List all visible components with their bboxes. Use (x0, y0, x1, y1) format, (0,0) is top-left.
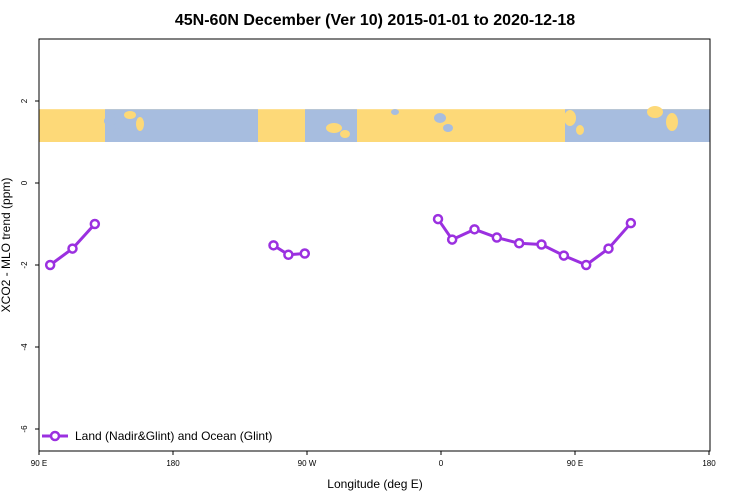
map-land-patch (666, 113, 678, 131)
data-point (268, 240, 279, 251)
map-land-patch (326, 123, 342, 133)
series-layer (44, 213, 637, 271)
data-point (513, 238, 525, 249)
legend-marker (49, 430, 61, 442)
map-land-patch (564, 110, 576, 126)
map-sea-patch (113, 128, 123, 136)
x-tick-label: 0 (439, 459, 444, 468)
map-band (39, 106, 710, 142)
data-point (603, 243, 614, 254)
data-point (625, 217, 637, 229)
map-land-patch (124, 111, 136, 119)
data-point (299, 248, 311, 259)
data-point (432, 213, 444, 225)
data-point (67, 243, 78, 254)
data-point (558, 250, 570, 261)
data-point (469, 224, 480, 235)
data-point (89, 218, 101, 230)
map-land-patch (136, 117, 144, 131)
map-sea-patch (391, 109, 399, 115)
data-point (580, 259, 592, 271)
map-ocean-pacific-east (565, 109, 710, 142)
data-point (536, 239, 547, 250)
map-land-patch (647, 106, 663, 118)
map-sea-patch (443, 124, 453, 132)
y-axis-label: XCO2 - MLO trend (ppm) (0, 178, 13, 313)
map-land-patch (340, 130, 350, 138)
y-axis: 2 0 -2 -4 -6 (20, 98, 39, 433)
y-tick-label: 0 (20, 180, 29, 185)
x-tick-label: 90 E (567, 459, 583, 468)
data-point (283, 249, 294, 260)
legend: Land (Nadir&Glint) and Ocean (Glint) (42, 429, 272, 443)
y-tick-label: -6 (20, 425, 29, 433)
y-tick-label: -4 (20, 343, 29, 351)
data-point (44, 259, 56, 271)
x-axis: 90 E 180 90 W 0 90 E 180 (31, 451, 716, 468)
x-tick-label: 180 (166, 459, 180, 468)
series-line (436, 218, 632, 267)
x-tick-label: 90 W (298, 459, 317, 468)
map-ocean-pacific (168, 109, 258, 142)
data-point (446, 234, 458, 245)
chart-title: 45N-60N December (Ver 10) 2015-01-01 to … (175, 12, 575, 29)
x-axis-label: Longitude (deg E) (327, 477, 422, 491)
map-sea-patch (104, 116, 116, 126)
map-sea-patch (434, 113, 446, 123)
legend-label: Land (Nadir&Glint) and Ocean (Glint) (75, 429, 272, 443)
y-tick-label: 2 (20, 98, 29, 103)
y-tick-label: -2 (20, 261, 29, 269)
map-land-patch (576, 125, 584, 135)
x-tick-label: 90 E (31, 459, 47, 468)
x-tick-label: 180 (702, 459, 716, 468)
plot-frame (38, 38, 711, 452)
data-point (491, 232, 503, 243)
